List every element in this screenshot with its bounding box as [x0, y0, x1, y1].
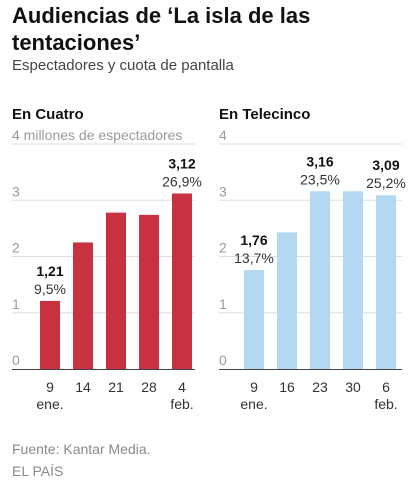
- telecinco-x-sublabel-6: feb.: [374, 396, 397, 412]
- telecinco-bar-30: [343, 191, 363, 369]
- cuatro-x-label-14: 14: [75, 379, 91, 395]
- cuatro-y-tick-2: 2: [12, 240, 20, 256]
- telecinco-x-label-9: 9: [250, 379, 258, 395]
- telecinco-y-tick-1: 1: [219, 296, 227, 312]
- cuatro-bar-4: [172, 193, 192, 369]
- telecinco-bar-9: [244, 270, 264, 369]
- cuatro-y-tick-0: 0: [12, 352, 20, 368]
- panel-title-cuatro: En Cuatro: [12, 106, 84, 123]
- chart-title: Audiencias de ‘La isla de las tentacione…: [12, 3, 311, 55]
- telecinco-y-tick-4: 4: [219, 127, 227, 143]
- cuatro-bar-21: [106, 212, 126, 369]
- telecinco-x-label-6: 6: [382, 379, 390, 395]
- source-note: Fuente: Kantar Media.: [12, 441, 151, 457]
- cuatro-y-tick-3: 3: [12, 183, 20, 199]
- telecinco-y-tick-0: 0: [219, 352, 227, 368]
- telecinco-y-tick-2: 2: [219, 240, 227, 256]
- cuatro-x-label-9: 9: [46, 379, 54, 395]
- cuatro-share-label-4: 26,9%: [162, 174, 202, 190]
- chart-subtitle: Espectadores y cuota de pantalla: [12, 57, 234, 74]
- cuatro-bar-28: [139, 214, 159, 369]
- cuatro-x-label-4: 4: [178, 379, 186, 395]
- telecinco-bar-16: [277, 232, 297, 369]
- brand-footer: EL PAÍS: [12, 463, 64, 479]
- telecinco-value-label-23: 3,16: [306, 153, 333, 169]
- telecinco-x-label-23: 23: [312, 379, 328, 395]
- cuatro-value-label-9: 1,21: [36, 263, 63, 279]
- telecinco-x-label-16: 16: [279, 379, 295, 395]
- cuatro-x-label-28: 28: [141, 379, 157, 395]
- panel-title-telecinco: En Telecinco: [219, 106, 311, 123]
- cuatro-share-label-9: 9,5%: [34, 281, 66, 297]
- telecinco-x-sublabel-9: ene.: [240, 396, 267, 412]
- cuatro-y-tick-4: 4 millones de espectadores: [12, 127, 182, 143]
- cuatro-y-tick-1: 1: [12, 296, 20, 312]
- telecinco-y-tick-3: 3: [219, 183, 227, 199]
- cuatro-value-label-4: 3,12: [168, 156, 195, 172]
- telecinco-x-label-30: 30: [345, 379, 361, 395]
- cuatro-x-label-21: 21: [108, 379, 124, 395]
- telecinco-value-label-9: 1,76: [240, 232, 267, 248]
- cuatro-x-sublabel-9: ene.: [36, 396, 63, 412]
- telecinco-share-label-6: 25,2%: [366, 175, 406, 191]
- telecinco-bar-6: [376, 195, 396, 369]
- cuatro-x-sublabel-4: feb.: [170, 396, 193, 412]
- telecinco-value-label-6: 3,09: [372, 157, 399, 173]
- telecinco-bar-23: [310, 191, 330, 369]
- cuatro-bar-9: [40, 300, 60, 369]
- cuatro-bar-14: [73, 242, 93, 369]
- telecinco-share-label-23: 23,5%: [300, 171, 340, 187]
- telecinco-share-label-9: 13,7%: [234, 250, 274, 266]
